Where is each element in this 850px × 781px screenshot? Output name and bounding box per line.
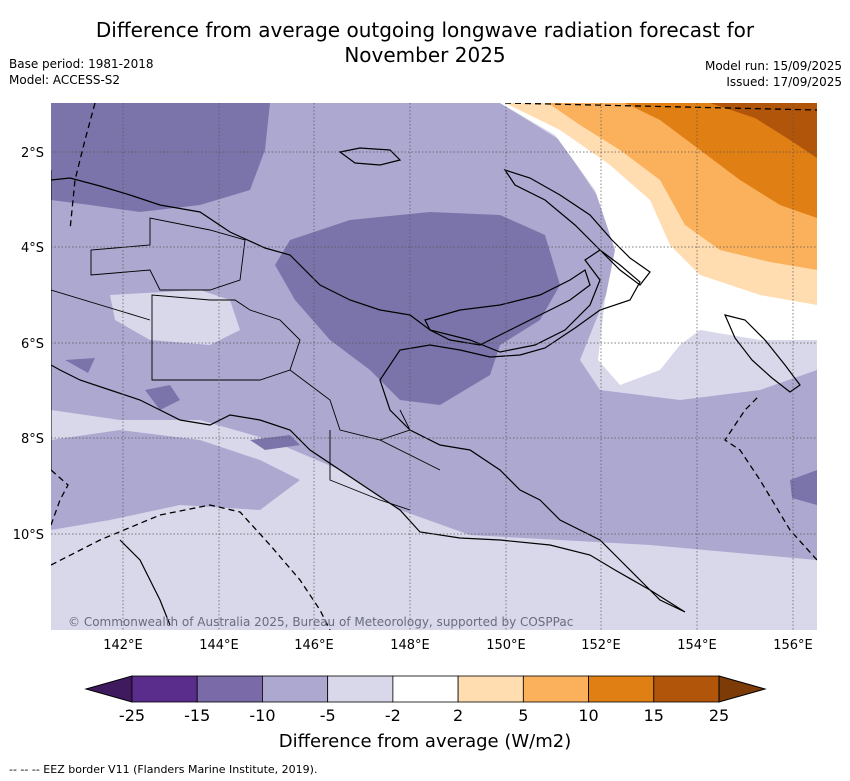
colorbar-labels: -25 -15 -10 -5 -2 2 5 10 15 25 — [119, 706, 729, 725]
colorbar-segment — [392, 675, 459, 703]
band-10-15 — [625, 103, 817, 218]
colorbar — [84, 675, 767, 703]
colorbar-tick-label: -5 — [320, 706, 336, 725]
eez-west — [51, 469, 69, 526]
eez-northeast — [504, 103, 817, 111]
eez-north — [69, 103, 96, 231]
lat-label: 6°S — [21, 337, 44, 352]
model-name: Model: ACCESS-S2 — [9, 73, 121, 87]
lon-label: 154°E — [677, 638, 717, 653]
band-minus15-minus10-east — [790, 470, 817, 505]
colorbar-tick-label: -2 — [385, 706, 401, 725]
base-period: Base period: 1981-2018 — [9, 57, 154, 71]
eez-footnote: -- -- -- EEZ border V11 (Flanders Marine… — [9, 763, 318, 776]
band-minus15-minus10-nw — [51, 103, 270, 212]
copyright-notice: © Commonwealth of Australia 2025, Bureau… — [68, 615, 573, 629]
lat-label: 2°S — [21, 146, 44, 161]
colorbar-tick-label: 10 — [578, 706, 598, 725]
colorbar-segment — [327, 675, 394, 703]
manus-coast — [338, 147, 402, 166]
coastlines — [51, 147, 801, 626]
lon-label: 150°E — [486, 638, 526, 653]
colorbar-tick-label: 5 — [518, 706, 528, 725]
bougainville-coast — [723, 314, 801, 393]
province-sandaun — [90, 217, 246, 291]
lon-label: 152°E — [581, 638, 621, 653]
colorbar-segment — [131, 675, 198, 703]
lat-label: 8°S — [21, 432, 44, 447]
lon-label: 144°E — [199, 638, 239, 653]
band-minus15-minus10-patch3 — [65, 358, 95, 373]
colorbar-segment — [588, 675, 655, 703]
colorbar-segment — [653, 675, 720, 703]
colorbar-segment — [262, 675, 329, 703]
province-western-highlands — [151, 294, 301, 381]
anomaly-field: © Commonwealth of Australia 2025, Bureau… — [51, 103, 817, 630]
lat-label: 10°S — [13, 528, 44, 543]
colorbar-tick-label: 15 — [644, 706, 664, 725]
band-minus15-minus10-patch2 — [250, 435, 300, 450]
new-britain-coast — [424, 269, 591, 346]
lon-label: 142°E — [103, 638, 143, 653]
eez-borders — [51, 103, 817, 630]
issued-date: Issued: 17/09/2025 — [726, 75, 842, 89]
new-guinea-coast — [51, 177, 686, 613]
colorbar-tick-label: -25 — [119, 706, 145, 725]
band-minus10-minus5-south — [51, 430, 300, 530]
colorbar-tick-label: 2 — [453, 706, 463, 725]
map-title: Difference from average outgoing longwav… — [0, 18, 850, 68]
new-ireland-coast — [503, 168, 651, 286]
province-lines — [51, 289, 411, 441]
gridlines — [51, 103, 817, 630]
colorbar-extend-low — [84, 675, 133, 703]
base-info: Base period: 1981-2018 Model: ACCESS-S2 — [9, 56, 154, 88]
band-minus15-minus10-patch1 — [145, 385, 180, 410]
colorbar-tick-label: 25 — [709, 706, 729, 725]
colorbar-segment — [457, 675, 524, 703]
title-line-2: November 2025 — [344, 43, 506, 67]
eez-east — [724, 394, 817, 561]
colorbar-title: Difference from average (W/m2) — [279, 731, 571, 752]
lon-label: 146°E — [294, 638, 334, 653]
eez-south — [51, 504, 331, 630]
run-info: Model run: 15/09/2025 Issued: 17/09/2025 — [705, 58, 842, 90]
lon-label: 156°E — [773, 638, 813, 653]
title-line-1: Difference from average outgoing longwav… — [95, 18, 755, 42]
longitude-labels: 142°E 144°E 146°E 148°E 150°E 152°E 154°… — [103, 638, 813, 653]
colorbar-tick-label: -10 — [249, 706, 275, 725]
province-borders — [51, 217, 441, 511]
province-central — [329, 430, 441, 511]
colorbar-segment — [522, 675, 589, 703]
lon-label: 148°E — [390, 638, 430, 653]
colorbar-extend-high — [718, 675, 767, 703]
model-run: Model run: 15/09/2025 — [704, 59, 842, 73]
lat-label: 4°S — [21, 241, 44, 256]
band-minus5-minus2-inland — [110, 290, 240, 345]
latitude-labels: 2°S 4°S 6°S 8°S 10°S — [13, 146, 44, 543]
colorbar-tick-label: -15 — [184, 706, 210, 725]
colorbar-segment — [196, 675, 263, 703]
band-15-25 — [710, 103, 817, 158]
australia-cape-york — [119, 539, 171, 626]
